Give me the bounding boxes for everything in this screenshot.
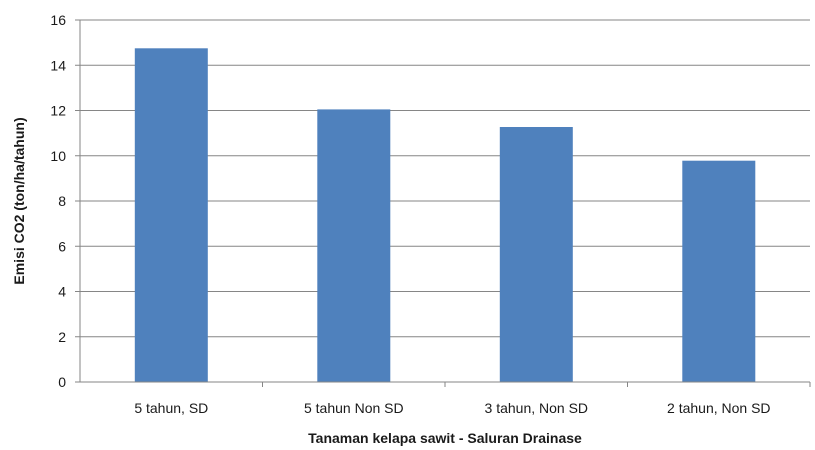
x-tick-label: 5 tahun, SD	[134, 400, 208, 416]
bar	[499, 127, 573, 382]
x-tick-label: 3 tahun, Non SD	[485, 400, 589, 416]
bars	[134, 48, 756, 383]
y-tick-label: 16	[50, 12, 66, 28]
y-tick-label: 10	[50, 148, 66, 164]
bar	[682, 160, 756, 382]
y-tick-label: 6	[58, 238, 66, 254]
y-axis-title: Emisi CO2 (ton/ha/tahun)	[11, 117, 27, 284]
y-tick-label: 14	[50, 57, 66, 73]
y-tick-label: 12	[50, 103, 66, 119]
axes	[75, 19, 811, 387]
y-tick-label: 2	[58, 329, 66, 345]
x-tick-label: 2 tahun, Non SD	[667, 400, 771, 416]
y-tick-label: 0	[58, 374, 66, 390]
y-tick-label: 4	[58, 284, 66, 300]
x-tick-label: 5 tahun Non SD	[304, 400, 404, 416]
bar	[317, 109, 391, 383]
x-axis-title: Tanaman kelapa sawit - Saluran Drainase	[308, 430, 582, 446]
y-tick-label: 8	[58, 193, 66, 209]
y-tick-labels: 0 2 4 6 8 10 12 14 16	[50, 12, 66, 390]
bar	[134, 48, 208, 383]
x-tick-labels: 5 tahun, SD 5 tahun Non SD 3 tahun, Non SD…	[134, 400, 770, 416]
